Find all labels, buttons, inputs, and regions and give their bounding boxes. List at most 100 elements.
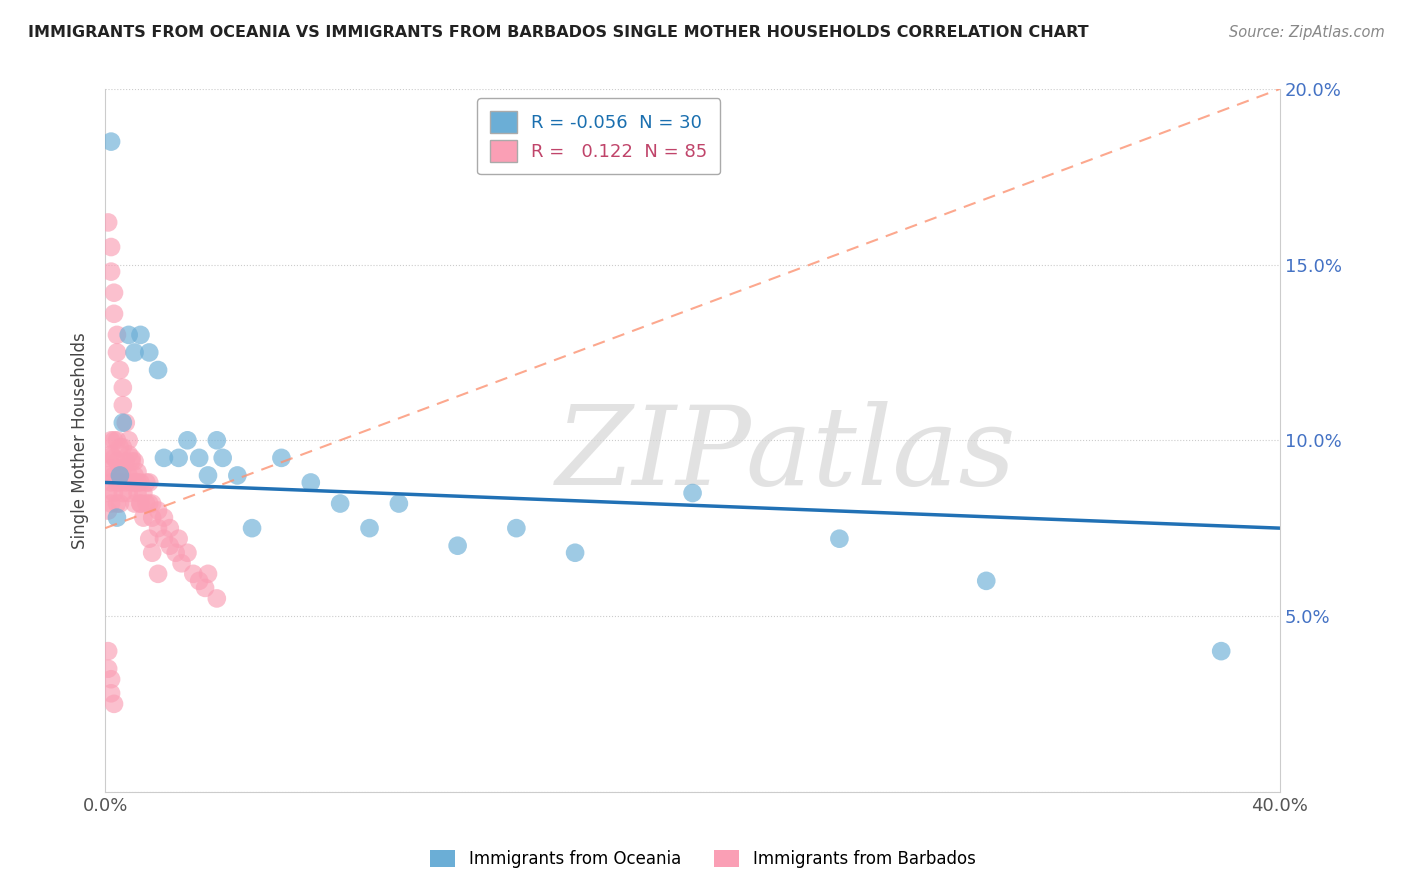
Point bbox=[176, 434, 198, 448]
Point bbox=[240, 521, 263, 535]
Point bbox=[114, 454, 136, 468]
Text: IMMIGRANTS FROM OCEANIA VS IMMIGRANTS FROM BARBADOS SINGLE MOTHER HOUSEHOLDS COR: IMMIGRANTS FROM OCEANIA VS IMMIGRANTS FR… bbox=[28, 25, 1088, 40]
Point bbox=[146, 566, 169, 581]
Point bbox=[97, 468, 120, 483]
Point bbox=[121, 450, 143, 465]
Point bbox=[127, 465, 149, 479]
Point bbox=[682, 486, 704, 500]
Point bbox=[564, 546, 586, 560]
Point bbox=[114, 475, 136, 490]
Point bbox=[108, 440, 131, 454]
Point bbox=[146, 363, 169, 377]
Point bbox=[100, 434, 122, 448]
Point bbox=[100, 497, 122, 511]
Legend: R = -0.056  N = 30, R =   0.122  N = 85: R = -0.056 N = 30, R = 0.122 N = 85 bbox=[477, 98, 720, 175]
Point bbox=[170, 556, 193, 570]
Text: Source: ZipAtlas.com: Source: ZipAtlas.com bbox=[1229, 25, 1385, 40]
Point bbox=[129, 497, 152, 511]
Point bbox=[141, 497, 163, 511]
Point bbox=[132, 486, 155, 500]
Point bbox=[103, 450, 125, 465]
Point bbox=[226, 468, 249, 483]
Point bbox=[129, 475, 152, 490]
Point bbox=[188, 450, 211, 465]
Point bbox=[129, 497, 152, 511]
Y-axis label: Single Mother Households: Single Mother Households bbox=[72, 332, 89, 549]
Point bbox=[97, 486, 120, 500]
Point bbox=[114, 416, 136, 430]
Point bbox=[270, 450, 292, 465]
Point bbox=[197, 566, 219, 581]
Point bbox=[205, 434, 228, 448]
Point bbox=[111, 381, 134, 395]
Point bbox=[176, 546, 198, 560]
Point bbox=[138, 497, 160, 511]
Point bbox=[141, 510, 163, 524]
Point bbox=[153, 450, 176, 465]
Point bbox=[103, 285, 125, 300]
Point bbox=[124, 468, 146, 483]
Point bbox=[974, 574, 997, 588]
Point bbox=[100, 265, 122, 279]
Point bbox=[103, 697, 125, 711]
Point bbox=[167, 450, 190, 465]
Point bbox=[103, 468, 125, 483]
Point bbox=[124, 475, 146, 490]
Point bbox=[197, 468, 219, 483]
Point bbox=[108, 363, 131, 377]
Point bbox=[100, 461, 122, 475]
Point bbox=[105, 345, 128, 359]
Point bbox=[111, 440, 134, 454]
Point bbox=[359, 521, 381, 535]
Point bbox=[118, 434, 141, 448]
Point bbox=[97, 644, 120, 658]
Point bbox=[100, 135, 122, 149]
Point bbox=[100, 672, 122, 686]
Point bbox=[388, 497, 411, 511]
Point bbox=[138, 532, 160, 546]
Point bbox=[153, 532, 176, 546]
Point bbox=[167, 532, 190, 546]
Point bbox=[205, 591, 228, 606]
Point bbox=[181, 566, 204, 581]
Point bbox=[505, 521, 527, 535]
Point bbox=[100, 475, 122, 490]
Point bbox=[111, 398, 134, 412]
Point bbox=[124, 497, 146, 511]
Point bbox=[124, 345, 146, 359]
Point bbox=[118, 468, 141, 483]
Point bbox=[127, 475, 149, 490]
Point bbox=[129, 327, 152, 342]
Point bbox=[446, 539, 468, 553]
Point bbox=[159, 521, 181, 535]
Point bbox=[111, 486, 134, 500]
Point bbox=[121, 454, 143, 468]
Point bbox=[1211, 644, 1233, 658]
Point bbox=[127, 486, 149, 500]
Point bbox=[118, 327, 141, 342]
Point bbox=[111, 461, 134, 475]
Point bbox=[194, 581, 217, 595]
Point bbox=[100, 686, 122, 700]
Point bbox=[108, 461, 131, 475]
Point bbox=[118, 447, 141, 461]
Point bbox=[100, 447, 122, 461]
Point bbox=[105, 434, 128, 448]
Point bbox=[97, 450, 120, 465]
Point bbox=[299, 475, 322, 490]
Point bbox=[135, 497, 157, 511]
Point bbox=[165, 546, 187, 560]
Point bbox=[188, 574, 211, 588]
Point bbox=[153, 510, 176, 524]
Point bbox=[108, 475, 131, 490]
Point bbox=[100, 240, 122, 254]
Point bbox=[121, 475, 143, 490]
Point bbox=[97, 503, 120, 517]
Point bbox=[828, 532, 851, 546]
Point bbox=[135, 475, 157, 490]
Point bbox=[105, 454, 128, 468]
Point bbox=[138, 345, 160, 359]
Point bbox=[124, 454, 146, 468]
Point bbox=[132, 510, 155, 524]
Point bbox=[103, 434, 125, 448]
